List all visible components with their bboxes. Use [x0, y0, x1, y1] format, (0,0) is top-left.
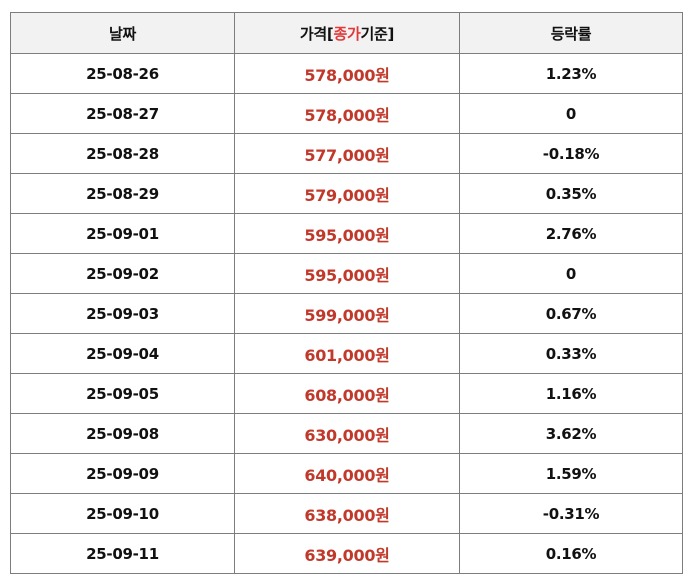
cell-price: 639,000원 — [234, 533, 460, 574]
table-row: 25-08-29 579,000원 0.35% — [10, 173, 683, 214]
table-row: 25-09-02 595,000원 0 — [10, 253, 683, 294]
cell-date: 25-09-04 — [10, 333, 235, 374]
cell-date: 25-09-09 — [10, 453, 235, 494]
cell-date: 25-09-01 — [10, 213, 235, 254]
cell-date: 25-09-08 — [10, 413, 235, 454]
cell-change: 2.76% — [459, 213, 683, 254]
cell-date: 25-09-03 — [10, 293, 235, 334]
cell-price: 640,000원 — [234, 453, 460, 494]
cell-change: 1.23% — [459, 53, 683, 94]
header-change: 등락률 — [459, 12, 683, 54]
cell-price: 577,000원 — [234, 133, 460, 174]
table-row: 25-09-03 599,000원 0.67% — [10, 293, 683, 334]
table-row: 25-08-28 577,000원 -0.18% — [10, 133, 683, 174]
cell-change: 0 — [459, 93, 683, 134]
table-row: 25-09-01 595,000원 2.76% — [10, 213, 683, 254]
cell-date: 25-09-05 — [10, 373, 235, 414]
cell-price: 599,000원 — [234, 293, 460, 334]
cell-price: 579,000원 — [234, 173, 460, 214]
price-table: 날짜 가격[종가기준] 등락률 25-08-26 578,000원 1.23% 25-… — [10, 12, 683, 574]
cell-change: 0.33% — [459, 333, 683, 374]
cell-price: 601,000원 — [234, 333, 460, 374]
cell-change: 0.16% — [459, 533, 683, 574]
table-body: 25-08-26 578,000원 1.23% 25-08-27 578,000원 0 25… — [10, 53, 683, 574]
table-row: 25-09-08 630,000원 3.62% — [10, 413, 683, 454]
cell-date: 25-08-29 — [10, 173, 235, 214]
table-row: 25-09-05 608,000원 1.16% — [10, 373, 683, 414]
table-row: 25-09-04 601,000원 0.33% — [10, 333, 683, 374]
header-date: 날짜 — [10, 12, 235, 54]
cell-change: 0 — [459, 253, 683, 294]
table-row: 25-09-09 640,000원 1.59% — [10, 453, 683, 494]
table-row: 25-09-11 639,000원 0.16% — [10, 533, 683, 574]
header-price-prefix: 가격[ — [299, 24, 334, 43]
cell-price: 595,000원 — [234, 213, 460, 254]
cell-date: 25-09-02 — [10, 253, 235, 294]
cell-date: 25-09-10 — [10, 493, 235, 534]
cell-change: 0.67% — [459, 293, 683, 334]
cell-date: 25-09-11 — [10, 533, 235, 574]
cell-change: -0.31% — [459, 493, 683, 534]
table-row: 25-08-26 578,000원 1.23% — [10, 53, 683, 94]
header-price-suffix: 기준] — [360, 24, 395, 43]
cell-price: 608,000원 — [234, 373, 460, 414]
table-row: 25-09-10 638,000원 -0.31% — [10, 493, 683, 534]
cell-price: 578,000원 — [234, 53, 460, 94]
table-header-row: 날짜 가격[종가기준] 등락률 — [10, 12, 683, 54]
header-price: 가격[종가기준] — [234, 12, 460, 54]
cell-price: 630,000원 — [234, 413, 460, 454]
cell-change: 1.59% — [459, 453, 683, 494]
cell-change: -0.18% — [459, 133, 683, 174]
cell-price: 578,000원 — [234, 93, 460, 134]
cell-date: 25-08-27 — [10, 93, 235, 134]
table-row: 25-08-27 578,000원 0 — [10, 93, 683, 134]
header-price-highlight: 종가 — [333, 24, 361, 43]
cell-change: 1.16% — [459, 373, 683, 414]
price-table-container: 날짜 가격[종가기준] 등락률 25-08-26 578,000원 1.23% 25-… — [10, 12, 683, 574]
cell-date: 25-08-28 — [10, 133, 235, 174]
cell-change: 0.35% — [459, 173, 683, 214]
cell-price: 638,000원 — [234, 493, 460, 534]
cell-change: 3.62% — [459, 413, 683, 454]
cell-price: 595,000원 — [234, 253, 460, 294]
cell-date: 25-08-26 — [10, 53, 235, 94]
